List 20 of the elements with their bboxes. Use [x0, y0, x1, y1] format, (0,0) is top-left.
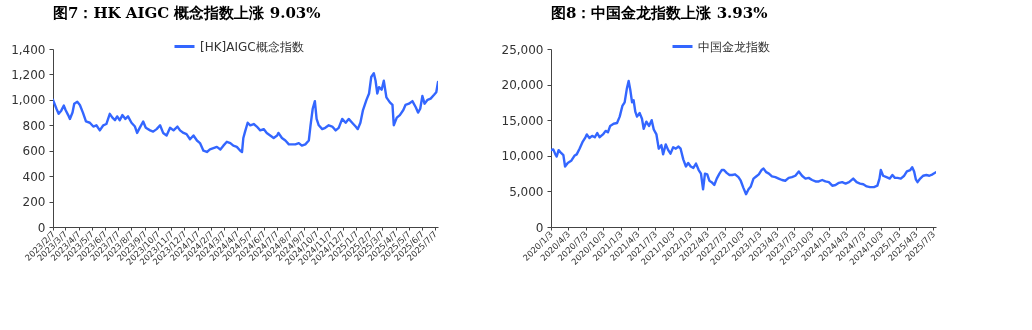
chart-title: 图8：中国金龙指数上涨 3.93% [551, 4, 768, 22]
y-tick-label: 10,000 [501, 149, 544, 164]
y-tick-label: 25,000 [501, 42, 544, 57]
y-tick-label: 0 [535, 220, 544, 235]
chart-title: 图7：HK AIGC 概念指数上涨 9.03% [53, 4, 321, 22]
y-tick-label: 800 [22, 118, 46, 133]
y-tick-label: 400 [22, 169, 46, 184]
y-tick-label: 15,000 [501, 113, 544, 128]
y-tick-label: 200 [22, 195, 46, 210]
y-tick-label: 20,000 [501, 78, 544, 93]
line-series [551, 79, 936, 196]
legend-label: 中国金龙指数 [698, 39, 770, 54]
y-tick-label: 600 [22, 144, 46, 159]
y-tick-label: 5,000 [509, 184, 544, 199]
y-tick-label: 0 [37, 220, 46, 235]
legend-label: [HK]AIGC概念指数 [200, 39, 304, 54]
line-series [53, 71, 438, 154]
y-tick-label: 1,000 [11, 93, 46, 108]
y-tick-label: 1,200 [11, 67, 46, 82]
y-tick-label: 1,400 [11, 42, 46, 57]
